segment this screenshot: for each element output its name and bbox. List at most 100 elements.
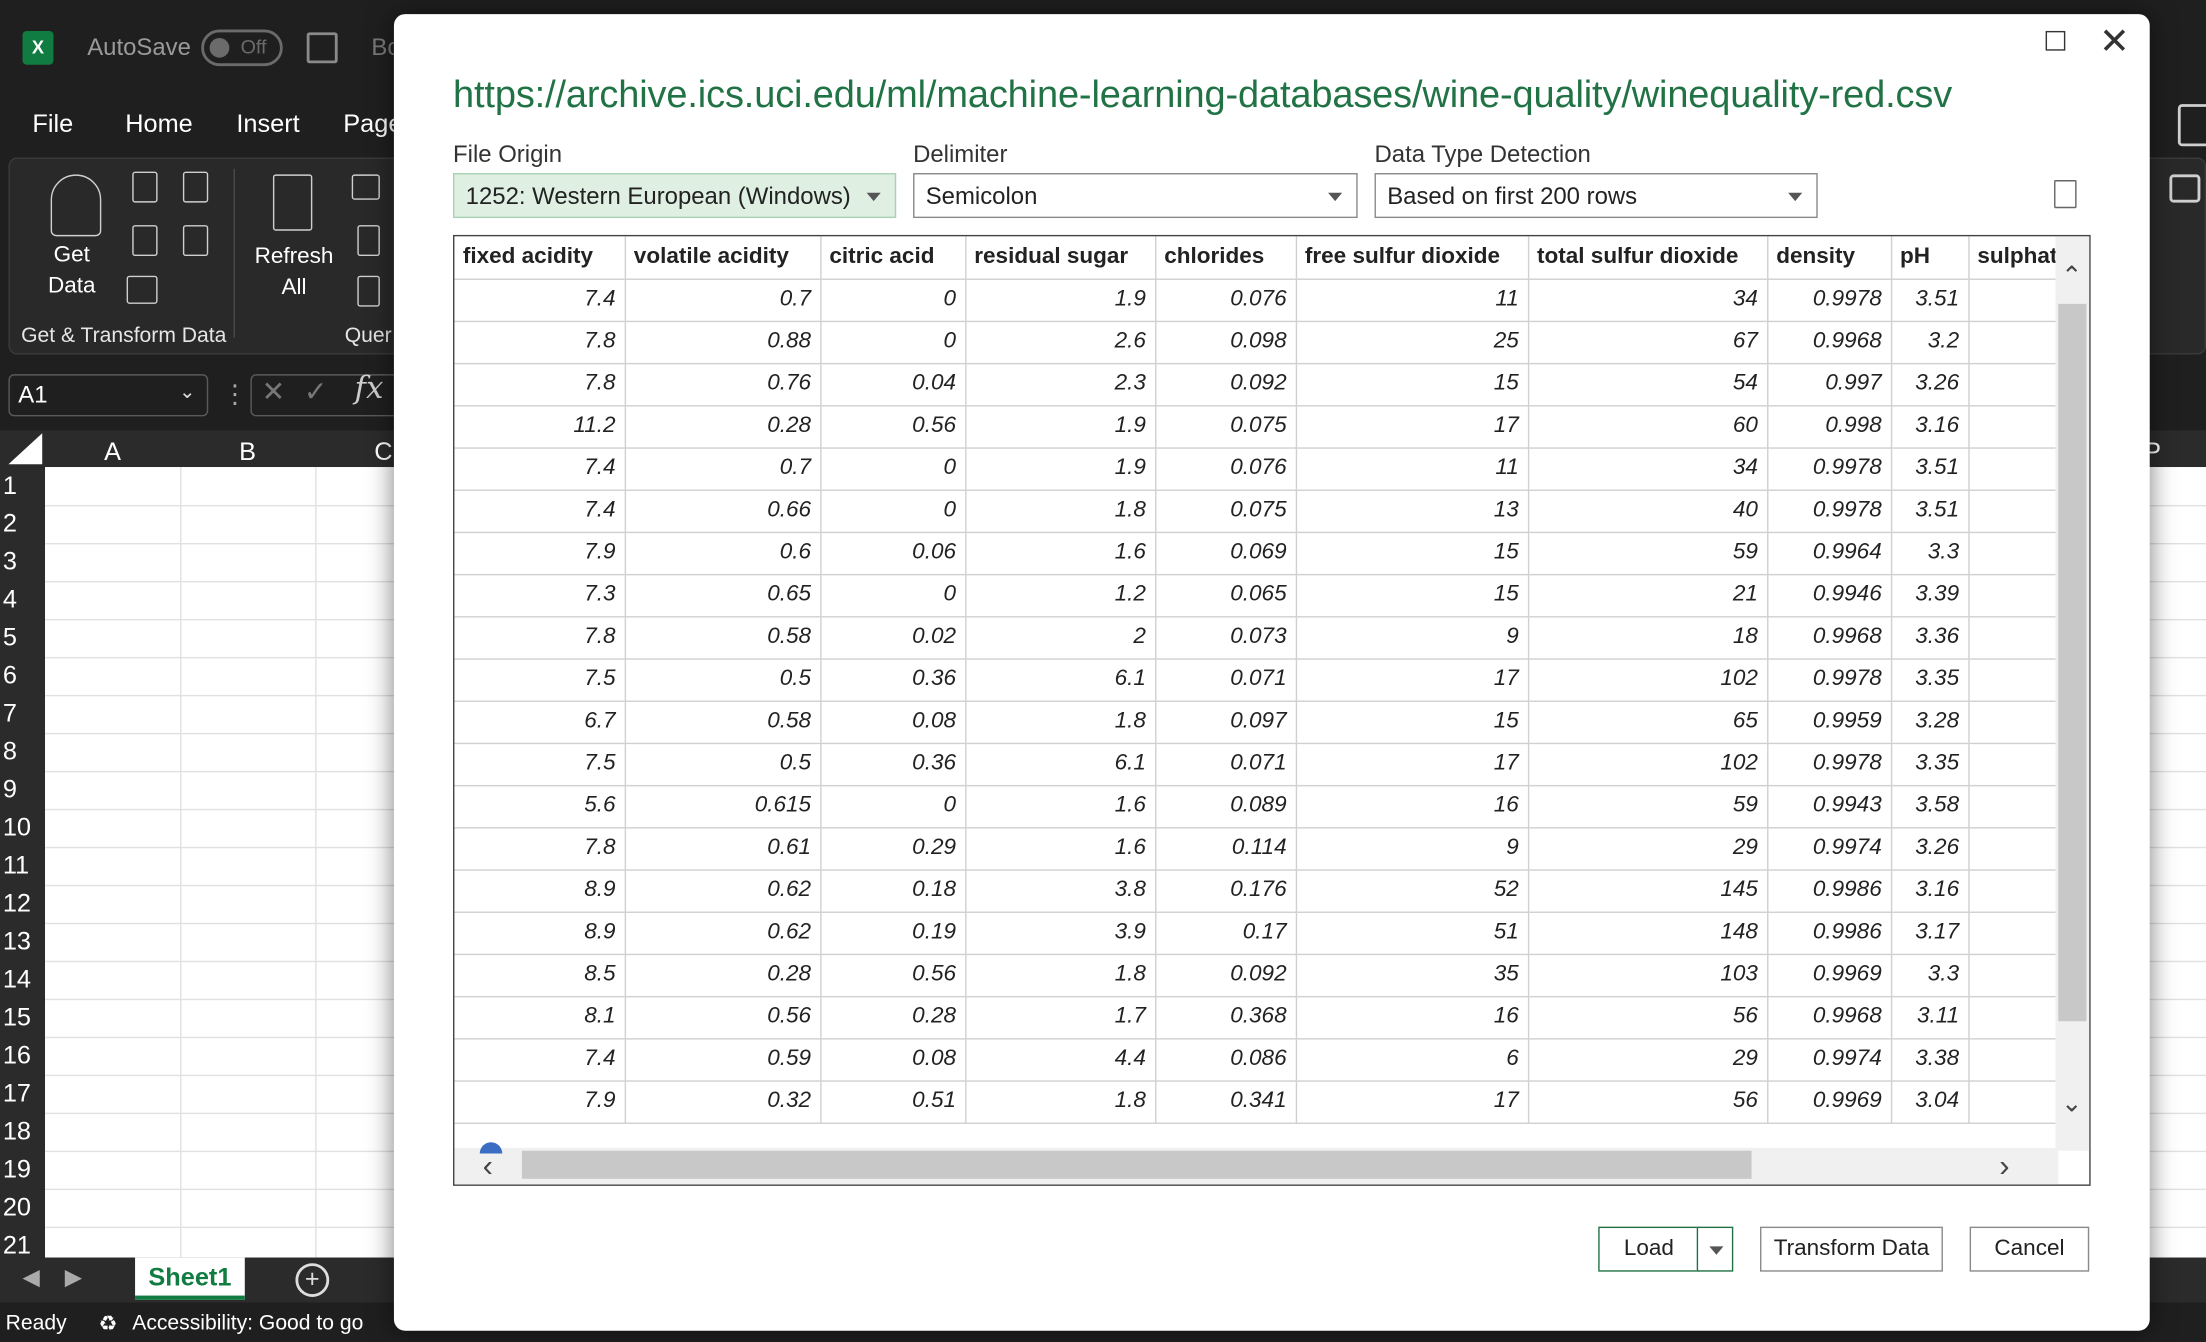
queries-pane-icon[interactable] [351,174,380,200]
menu-page-layout[interactable]: Page [343,109,403,138]
properties-icon[interactable] [357,225,380,257]
table-cell [1968,827,2068,871]
table-cell: 0.59 [624,1038,821,1082]
table-cell: 17 [1295,405,1529,449]
maximize-icon[interactable] [2045,30,2066,51]
enter-check-icon[interactable]: ✓ [303,376,328,408]
vertical-scroll-thumb[interactable] [2058,303,2087,1022]
scroll-left-icon[interactable]: ‹ [482,1147,493,1184]
edit-links-icon[interactable] [357,275,380,307]
table-cell: 0.9964 [1767,531,1892,575]
column-header-b[interactable]: B [239,437,257,466]
delimiter-select[interactable]: Semicolon [913,173,1358,219]
table-cell: 0.9978 [1767,278,1892,322]
table-cell: 0.9978 [1767,658,1892,702]
table-cell: 34 [1527,447,1768,491]
save-icon[interactable] [306,32,338,64]
table-icon[interactable] [2169,174,2201,203]
horizontal-scroll-thumb[interactable] [521,1150,1752,1179]
table-cell: 1.8 [965,953,1156,997]
row-header-6[interactable]: 6 [2,661,17,690]
row-header-15[interactable]: 15 [2,1002,31,1032]
menu-insert[interactable]: Insert [236,109,300,138]
table-cell: 0.076 [1155,447,1297,491]
group-queries-label: Quer [344,323,392,348]
row-header-12[interactable]: 12 [2,889,31,918]
name-box[interactable]: A1 ⌄ [8,374,209,417]
insert-function-icon[interactable]: fx [354,371,384,407]
row-header-8[interactable]: 8 [2,737,17,766]
refresh-all-button[interactable]: Refresh All [254,244,334,300]
get-data-button[interactable]: Get Data [47,243,96,299]
row-header-21[interactable]: 21 [2,1230,31,1260]
refresh-preview-icon[interactable] [2054,180,2077,209]
formula-bar[interactable] [250,374,420,417]
data-type-detection-select[interactable]: Based on first 200 rows [1374,173,1818,219]
load-button[interactable]: Load [1598,1226,1700,1272]
grid-line [180,467,182,1258]
sheet-tab-sheet1[interactable]: Sheet1 [135,1257,245,1300]
row-header-16[interactable]: 16 [2,1040,31,1070]
row-header-2[interactable]: 2 [2,509,17,538]
from-table-icon[interactable] [126,275,158,304]
scroll-up-icon[interactable]: ⌃ [2061,261,2083,290]
recent-sources-icon[interactable] [182,171,209,203]
row-header-11[interactable]: 11 [2,851,30,880]
menu-home[interactable]: Home [125,109,193,138]
table-cell: 0.9986 [1767,911,1892,955]
menu-file[interactable]: File [32,109,74,138]
add-sheet-icon[interactable]: + [295,1263,330,1297]
row-header-19[interactable]: 19 [2,1154,31,1184]
table-row: 7.5 0.5 0.36 6.1 0.071 17 102 0.9978 3.35 [454,658,2068,702]
autosave-toggle[interactable]: Off [201,29,283,67]
row-header-1[interactable]: 1 [2,471,17,500]
row-header-14[interactable]: 14 [2,965,31,994]
file-origin-select[interactable]: 1252: Western European (Windows) [453,173,897,219]
table-cell: 15 [1295,700,1529,744]
row-header-9[interactable]: 9 [2,775,17,804]
table-cell: 3.3 [1890,531,1969,575]
row-header-10[interactable]: 10 [2,813,31,842]
comments-icon[interactable] [2177,104,2206,147]
table-cell: 59 [1527,784,1768,828]
more-options-icon[interactable]: ⋮ [222,379,248,408]
column-header-c[interactable]: C [374,437,393,466]
table-cell: 0.092 [1155,362,1297,406]
row-header-3[interactable]: 3 [2,547,17,576]
row-header-13[interactable]: 13 [2,927,31,956]
next-sheet-icon[interactable]: ▶ [64,1266,83,1290]
row-header-5[interactable]: 5 [2,623,17,652]
table-cell: 0.075 [1155,489,1297,533]
from-text-icon[interactable] [132,171,158,203]
row-header-17[interactable]: 17 [2,1078,31,1108]
column-header-a[interactable]: A [104,437,122,466]
scroll-down-icon[interactable]: ⌄ [2061,1088,2083,1117]
select-all-icon[interactable] [8,433,43,465]
table-cell: 7.4 [454,447,626,491]
prev-sheet-icon[interactable]: ◀ [22,1266,40,1290]
cancel-entry-icon[interactable]: ✕ [261,376,286,408]
accessibility-status[interactable]: Accessibility: Good to go [132,1311,364,1335]
row-header-20[interactable]: 20 [2,1192,31,1222]
cancel-button[interactable]: Cancel [1969,1226,2090,1272]
from-web-icon[interactable] [132,225,158,257]
table-cell: 25 [1295,320,1529,364]
transform-data-button[interactable]: Transform Data [1760,1226,1943,1272]
table-cell: 29 [1527,827,1768,871]
table-cell: 18 [1527,616,1768,660]
scroll-right-icon[interactable]: › [1999,1147,2010,1184]
vertical-scrollbar[interactable]: ⌃ ⌄ [2055,236,2090,1151]
existing-connections-icon[interactable] [182,225,209,257]
table-cell: 17 [1295,1080,1529,1124]
chevron-down-icon [1788,192,1803,202]
row-header-7[interactable]: 7 [2,699,17,728]
accessibility-icon[interactable]: ♻ [98,1312,118,1337]
row-header-18[interactable]: 18 [2,1116,31,1146]
close-icon[interactable]: ✕ [2099,19,2130,62]
table-cell: 1.9 [965,405,1156,449]
horizontal-scrollbar[interactable]: ‹ › [454,1147,2059,1185]
row-header-4[interactable]: 4 [2,585,17,614]
column-header: residual sugar [965,236,1156,280]
column-header: fixed acidity [454,236,626,280]
load-options-button[interactable] [1696,1226,1734,1272]
